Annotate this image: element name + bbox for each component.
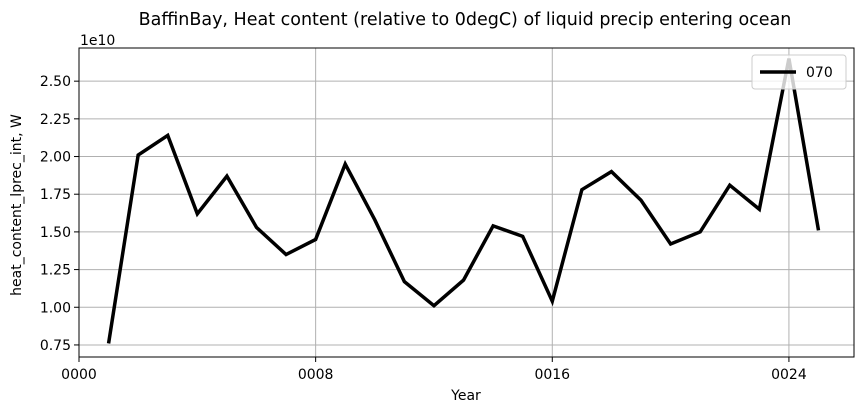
data-point [108, 343, 109, 344]
data-point [670, 243, 671, 244]
data-point [404, 281, 405, 282]
data-point [167, 135, 168, 136]
data-point [818, 230, 819, 231]
grid [78, 48, 854, 357]
data-point [493, 225, 494, 226]
y-tick-label: 2.50 [40, 74, 71, 90]
axis-ticks: 0000 0008 0016 0024 0.75 1.00 1.25 1.50 1.75 2.00… [40, 74, 807, 383]
data-point [552, 301, 553, 302]
y-tick-label: 2.25 [40, 112, 71, 128]
data-point [581, 189, 582, 190]
data-point [345, 164, 346, 165]
x-tick-label: 0008 [298, 367, 334, 383]
data-point [138, 155, 139, 156]
y-tick-label: 1.50 [40, 225, 71, 241]
data-point [641, 200, 642, 201]
data-point [374, 219, 375, 220]
data-point [759, 209, 760, 210]
data-point [700, 231, 701, 232]
data-point [226, 176, 227, 177]
y-tick-label: 1.25 [40, 263, 71, 279]
series-layer [106, 58, 821, 344]
data-point [286, 254, 287, 255]
legend-box [751, 54, 847, 90]
y-axis-label: heat_content_lprec_int, W [9, 114, 25, 296]
x-axis-label: Year [450, 388, 481, 404]
y-offset-label: 1e10 [80, 33, 115, 49]
data-point [256, 227, 257, 228]
plot-area-frame [78, 47, 855, 358]
legend: 070 [751, 54, 847, 90]
data-point [522, 236, 523, 237]
x-tick-label: 0016 [534, 367, 570, 383]
data-point [729, 185, 730, 186]
x-tick-label: 0000 [61, 367, 97, 383]
data-point [611, 171, 612, 172]
legend-label: 070 [806, 65, 833, 81]
data-point [197, 213, 198, 214]
y-tick-label: 1.75 [40, 187, 71, 203]
data-point [463, 280, 464, 281]
y-tick-label: 1.00 [40, 300, 71, 316]
data-point [315, 239, 316, 240]
chart-title: BaffinBay, Heat content (relative to 0de… [139, 10, 792, 30]
series-line-0 [106, 58, 821, 344]
y-tick-label: 0.75 [40, 338, 71, 354]
x-tick-label: 0024 [771, 367, 807, 383]
data-point [433, 305, 434, 306]
y-tick-label: 2.00 [40, 150, 71, 166]
